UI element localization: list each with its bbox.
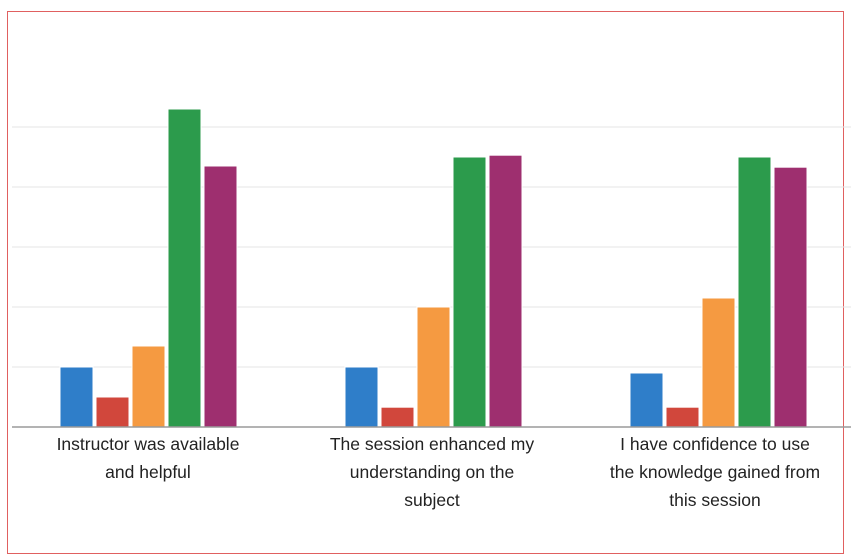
category-label-3-line-1: I have confidence to use [620,434,810,454]
category-label-1-line-1: Instructor was available [57,434,240,454]
bar-cat1-series1 [59,366,94,428]
bar-cat2-series1 [344,366,379,428]
bar-cat1-series5 [203,165,238,428]
category-label-3-line-2: the knowledge gained from [610,462,820,482]
bar-cat2-series3 [416,306,451,428]
category-label-2-line-3: subject [404,490,460,510]
bar-cat3-series5 [773,166,808,428]
chart-frame [7,11,844,554]
bar-cat2-series5 [488,154,523,428]
bars [59,108,808,428]
bar-cat1-series3 [131,345,166,428]
bar-cat1-series4 [167,108,202,428]
bar-cat1-series2 [95,396,130,428]
category-label-3-line-3: this session [669,490,760,510]
category-label-2-line-2: understanding on the [350,462,514,482]
bar-cat3-series3 [701,297,736,428]
bar-cat2-series4 [452,156,487,428]
bar-cat2-series2 [380,406,415,428]
category-label-2-line-1: The session enhanced my [330,434,535,454]
category-labels: Instructor was available and helpful The s… [57,434,821,510]
bar-cat3-series2 [665,406,700,428]
bar-cat3-series1 [629,372,664,428]
category-label-1-line-2: and helpful [105,462,191,482]
bar-cat3-series4 [737,156,772,428]
